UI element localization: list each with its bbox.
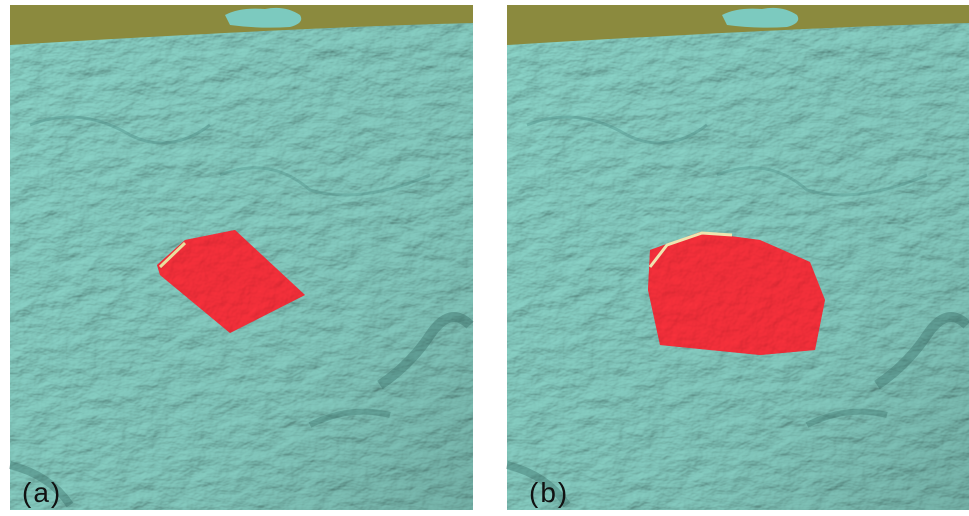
figure: (a) (b)	[0, 0, 969, 516]
panel-label: (b)	[529, 477, 569, 508]
panel-b: (b)	[507, 5, 969, 510]
panel-a: (a)	[10, 5, 473, 510]
panel-label: (a)	[22, 477, 62, 508]
